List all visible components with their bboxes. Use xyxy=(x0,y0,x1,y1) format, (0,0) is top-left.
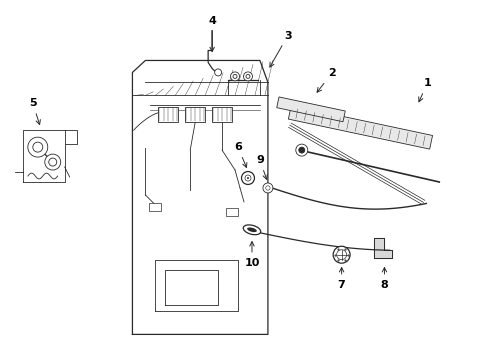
Bar xyxy=(149,203,161,211)
Bar xyxy=(225,208,238,216)
Circle shape xyxy=(298,147,304,153)
Text: 1: 1 xyxy=(418,78,430,102)
Text: 5: 5 xyxy=(29,98,41,125)
Text: 4: 4 xyxy=(208,15,216,51)
Text: 6: 6 xyxy=(234,142,246,167)
Text: 10: 10 xyxy=(244,242,259,268)
Text: 3: 3 xyxy=(269,31,291,67)
Polygon shape xyxy=(374,238,392,258)
Circle shape xyxy=(33,142,42,152)
Circle shape xyxy=(332,246,349,263)
Ellipse shape xyxy=(246,228,256,232)
Circle shape xyxy=(28,137,48,157)
Text: 2: 2 xyxy=(316,68,335,92)
Circle shape xyxy=(241,171,254,184)
Text: 9: 9 xyxy=(256,155,267,179)
FancyBboxPatch shape xyxy=(212,107,232,122)
Polygon shape xyxy=(276,97,345,122)
Circle shape xyxy=(230,72,239,81)
Circle shape xyxy=(214,69,221,76)
Circle shape xyxy=(263,183,272,193)
Circle shape xyxy=(246,177,248,179)
Text: 7: 7 xyxy=(337,267,345,289)
Circle shape xyxy=(49,158,57,166)
Circle shape xyxy=(336,250,346,260)
Circle shape xyxy=(233,75,237,78)
Text: 8: 8 xyxy=(380,267,387,289)
FancyBboxPatch shape xyxy=(158,107,178,122)
Ellipse shape xyxy=(243,225,260,235)
Circle shape xyxy=(265,186,269,190)
Circle shape xyxy=(295,144,307,156)
Circle shape xyxy=(244,175,250,181)
Polygon shape xyxy=(288,105,432,149)
FancyBboxPatch shape xyxy=(185,107,205,122)
Circle shape xyxy=(243,72,252,81)
Circle shape xyxy=(245,75,249,78)
Circle shape xyxy=(45,154,61,170)
